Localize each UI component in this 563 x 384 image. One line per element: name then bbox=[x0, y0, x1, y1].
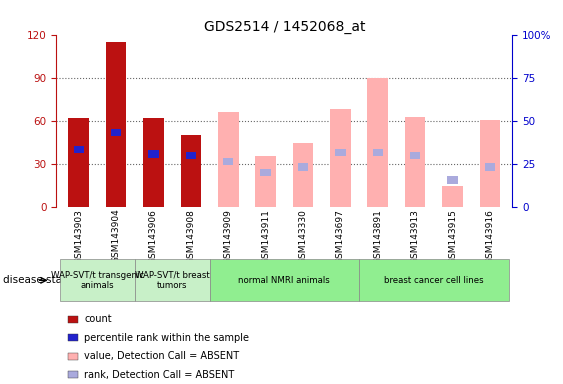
Text: percentile rank within the sample: percentile rank within the sample bbox=[84, 333, 249, 343]
Bar bbox=[261, 169, 271, 176]
Text: rank, Detection Call = ABSENT: rank, Detection Call = ABSENT bbox=[84, 370, 235, 380]
Bar bbox=[480, 119, 500, 207]
Bar bbox=[69, 118, 89, 207]
Bar bbox=[373, 149, 383, 156]
Text: value, Detection Call = ABSENT: value, Detection Call = ABSENT bbox=[84, 351, 240, 361]
Bar bbox=[186, 152, 196, 159]
Bar bbox=[330, 109, 351, 207]
Text: normal NMRI animals: normal NMRI animals bbox=[239, 276, 330, 285]
Bar bbox=[256, 156, 276, 207]
Bar bbox=[293, 142, 313, 207]
Bar bbox=[368, 78, 388, 207]
Bar bbox=[223, 158, 234, 165]
Bar bbox=[218, 113, 239, 207]
Bar bbox=[148, 151, 159, 158]
Bar bbox=[335, 149, 346, 156]
Bar bbox=[448, 176, 458, 184]
Text: count: count bbox=[84, 314, 112, 324]
Bar bbox=[181, 136, 201, 207]
Bar bbox=[443, 186, 463, 207]
Text: WAP-SVT/t breast
tumors: WAP-SVT/t breast tumors bbox=[135, 271, 209, 290]
Bar bbox=[74, 146, 84, 153]
Title: GDS2514 / 1452068_at: GDS2514 / 1452068_at bbox=[204, 20, 365, 33]
Bar bbox=[298, 164, 308, 170]
Bar bbox=[111, 129, 121, 136]
Bar bbox=[143, 118, 164, 207]
Bar bbox=[410, 152, 421, 159]
Bar bbox=[485, 164, 495, 170]
Text: disease state: disease state bbox=[3, 275, 72, 285]
Bar bbox=[405, 117, 426, 207]
Text: WAP-SVT/t transgenic
animals: WAP-SVT/t transgenic animals bbox=[51, 271, 144, 290]
Bar bbox=[106, 42, 126, 207]
Text: breast cancer cell lines: breast cancer cell lines bbox=[384, 276, 484, 285]
